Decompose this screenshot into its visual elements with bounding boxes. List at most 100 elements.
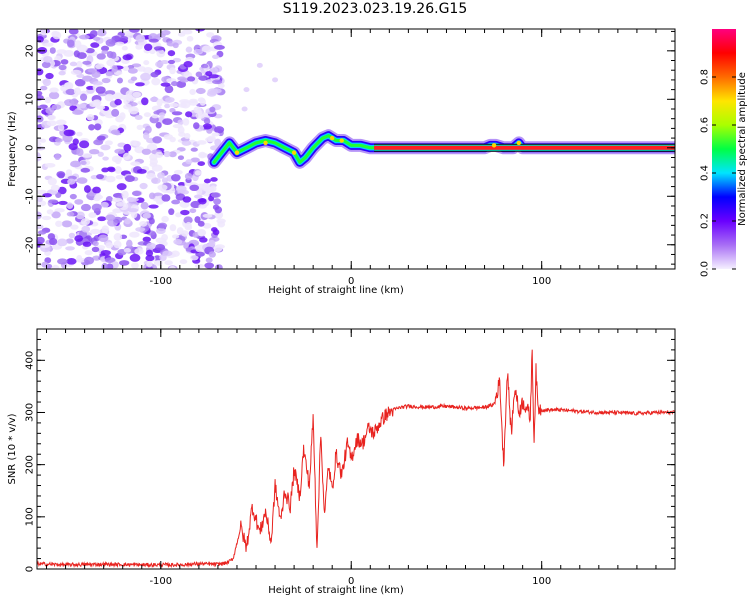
noise-blob bbox=[171, 174, 181, 182]
noise-blob bbox=[199, 237, 208, 243]
noise-blob bbox=[177, 119, 184, 126]
noise-blob bbox=[170, 250, 180, 257]
noise-blob bbox=[212, 79, 223, 85]
top-y-tick-label: 20 bbox=[25, 44, 36, 57]
noise-blob bbox=[177, 31, 186, 37]
noise-blob bbox=[80, 203, 92, 212]
noise-blob bbox=[41, 215, 52, 221]
noise-blob bbox=[134, 114, 143, 120]
noise-blob bbox=[171, 199, 181, 205]
noise-blob bbox=[96, 105, 106, 110]
noise-blob bbox=[37, 230, 47, 235]
noise-blob bbox=[197, 229, 206, 237]
noise-blob bbox=[105, 175, 116, 183]
noise-blob bbox=[155, 121, 162, 129]
noise-blob bbox=[70, 160, 81, 168]
noise-blob bbox=[213, 45, 225, 50]
noise-blob bbox=[130, 161, 141, 166]
noise-blob bbox=[97, 216, 107, 222]
noise-blob bbox=[56, 49, 67, 54]
noise-blob bbox=[195, 113, 206, 119]
noise-blob bbox=[55, 119, 67, 126]
noise-blob bbox=[178, 131, 186, 137]
snr-line bbox=[37, 349, 675, 569]
noise-blob bbox=[65, 88, 76, 96]
noise-blob bbox=[101, 167, 109, 173]
noise-blob bbox=[179, 99, 190, 104]
noise-blob bbox=[210, 88, 222, 94]
noise-blob bbox=[162, 250, 173, 257]
noise-blob bbox=[161, 177, 168, 184]
noise-blob bbox=[88, 124, 95, 131]
noise-blob bbox=[90, 30, 98, 38]
noise-blob bbox=[94, 123, 102, 131]
noise-blob bbox=[142, 236, 151, 243]
noise-blob bbox=[97, 151, 104, 157]
noise-blob bbox=[49, 87, 59, 93]
noise-blob bbox=[111, 108, 120, 117]
noise-blob bbox=[157, 172, 165, 179]
noise-blob bbox=[135, 227, 146, 232]
noise-blob bbox=[183, 61, 193, 68]
noise-blob bbox=[112, 208, 121, 213]
noise-blob bbox=[139, 220, 148, 227]
noise-blob bbox=[203, 178, 211, 184]
noise-blob bbox=[198, 153, 210, 158]
noise-blob bbox=[197, 161, 206, 167]
noise-blob bbox=[113, 92, 123, 101]
noise-blob bbox=[203, 118, 211, 125]
noise-blob bbox=[179, 78, 189, 83]
noise-blob bbox=[210, 177, 218, 182]
noise-blob bbox=[51, 264, 60, 269]
noise-blob bbox=[131, 63, 142, 68]
noise-blob bbox=[100, 249, 111, 256]
spectrogram-data bbox=[37, 29, 675, 269]
bottom-y-tick-label: 300 bbox=[25, 403, 36, 422]
noise-blob bbox=[44, 96, 51, 104]
noise-blob bbox=[116, 201, 125, 207]
colorbar-tick-label: 0.2 bbox=[700, 213, 711, 229]
noise-blob bbox=[43, 55, 53, 63]
noise-blob bbox=[124, 175, 135, 183]
noise-blob bbox=[82, 60, 92, 65]
noise-blob bbox=[79, 140, 90, 149]
noise-blob bbox=[145, 254, 155, 262]
noise-blob bbox=[167, 50, 176, 57]
top-frame bbox=[36, 28, 676, 270]
noise-blob bbox=[57, 238, 68, 247]
noise-blob bbox=[217, 83, 225, 89]
noise-blob bbox=[68, 232, 76, 239]
noise-blob bbox=[70, 98, 78, 107]
noise-blob bbox=[164, 103, 171, 109]
noise-blob bbox=[198, 197, 207, 205]
noise-blob bbox=[153, 260, 163, 266]
noise-blob bbox=[113, 240, 122, 249]
noise-blob bbox=[115, 174, 124, 180]
noise-blob bbox=[76, 254, 83, 263]
noise-blob bbox=[208, 251, 216, 258]
noise-blob bbox=[74, 235, 84, 242]
noise-blob bbox=[65, 238, 74, 244]
noise-blob bbox=[190, 147, 198, 152]
noise-blob bbox=[74, 78, 86, 87]
noise-blob bbox=[162, 118, 173, 125]
noise-blob bbox=[193, 48, 203, 55]
bottom-y-axis-label: SNR (10 * v/v) bbox=[7, 413, 18, 484]
noise-blob bbox=[131, 262, 139, 269]
noise-blob bbox=[196, 140, 207, 145]
noise-blob bbox=[202, 222, 212, 229]
noise-blob bbox=[46, 209, 54, 215]
noise-blob bbox=[88, 212, 97, 218]
noise-blob bbox=[149, 49, 156, 55]
noise-blob bbox=[105, 242, 114, 249]
noise-blob bbox=[95, 86, 106, 94]
noise-blob bbox=[69, 61, 78, 67]
noise-blob bbox=[58, 70, 66, 76]
noise-blob bbox=[74, 199, 84, 205]
noise-blob bbox=[211, 54, 220, 59]
noise-blob bbox=[136, 168, 147, 174]
noise-blob bbox=[96, 173, 104, 180]
noise-blob bbox=[81, 153, 93, 158]
noise-blob bbox=[150, 71, 159, 78]
noise-blob bbox=[148, 204, 159, 209]
